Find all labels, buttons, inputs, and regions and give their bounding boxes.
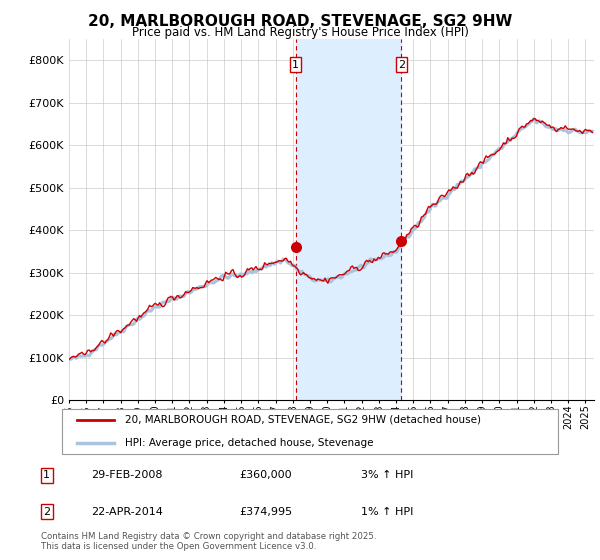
- Text: 2: 2: [398, 60, 405, 69]
- Text: HPI: Average price, detached house, Stevenage: HPI: Average price, detached house, Stev…: [125, 438, 373, 448]
- Text: 22-APR-2014: 22-APR-2014: [91, 507, 163, 517]
- Text: 2: 2: [43, 507, 50, 517]
- Text: 29-FEB-2008: 29-FEB-2008: [91, 470, 162, 480]
- Text: 1% ↑ HPI: 1% ↑ HPI: [361, 507, 413, 517]
- Text: Contains HM Land Registry data © Crown copyright and database right 2025.
This d: Contains HM Land Registry data © Crown c…: [41, 532, 377, 552]
- Text: £374,995: £374,995: [240, 507, 293, 517]
- Text: £360,000: £360,000: [240, 470, 292, 480]
- Bar: [296, 39, 401, 400]
- Text: 1: 1: [43, 470, 50, 480]
- Text: 20, MARLBOROUGH ROAD, STEVENAGE, SG2 9HW: 20, MARLBOROUGH ROAD, STEVENAGE, SG2 9HW: [88, 14, 512, 29]
- Text: Price paid vs. HM Land Registry's House Price Index (HPI): Price paid vs. HM Land Registry's House …: [131, 26, 469, 39]
- Text: 3% ↑ HPI: 3% ↑ HPI: [361, 470, 413, 480]
- Text: 1: 1: [292, 60, 299, 69]
- Text: 20, MARLBOROUGH ROAD, STEVENAGE, SG2 9HW (detached house): 20, MARLBOROUGH ROAD, STEVENAGE, SG2 9HW…: [125, 414, 481, 424]
